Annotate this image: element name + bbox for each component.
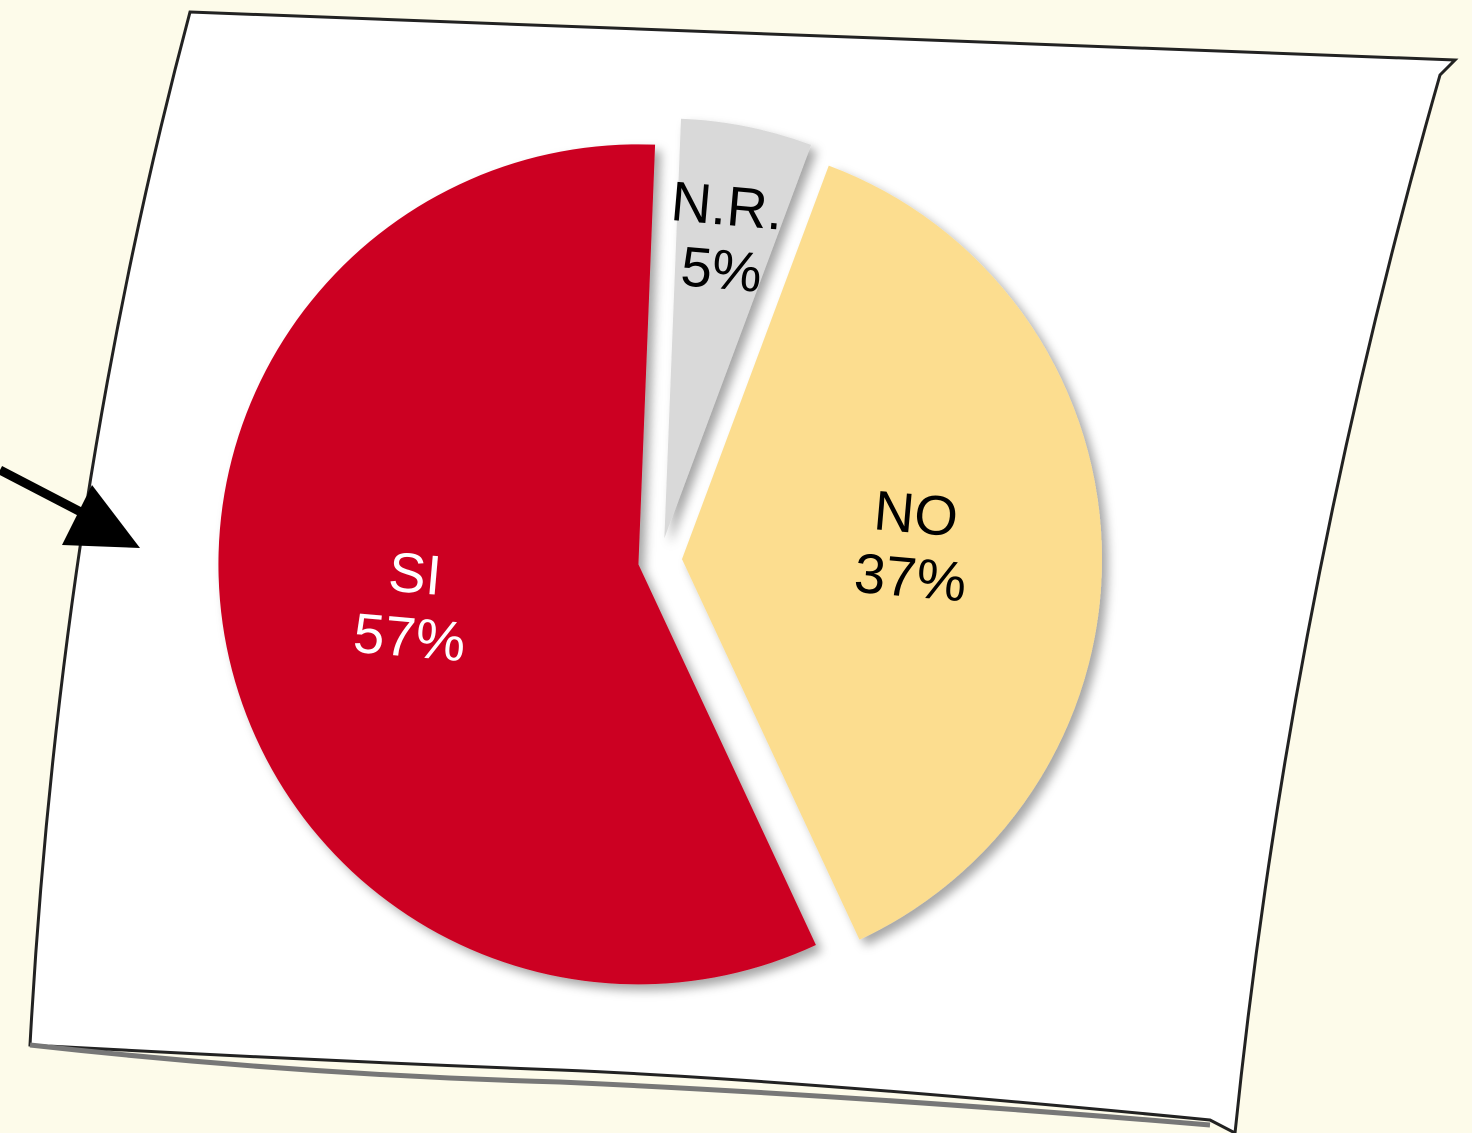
slice-value-label: 5% xyxy=(678,234,764,304)
slice-category-label: N.R. xyxy=(669,169,786,242)
pie-slice xyxy=(681,165,1102,940)
pie-slice xyxy=(664,118,812,539)
slice-category-label: NO xyxy=(871,478,960,548)
paper-edge xyxy=(29,1042,1211,1128)
pie xyxy=(218,118,1102,985)
slice-value-label: 57% xyxy=(351,601,468,674)
pie-slice xyxy=(218,144,816,985)
slice-value-label: 37% xyxy=(852,541,969,614)
arrow-head xyxy=(62,485,140,548)
slice-category-label: SI xyxy=(386,540,444,607)
